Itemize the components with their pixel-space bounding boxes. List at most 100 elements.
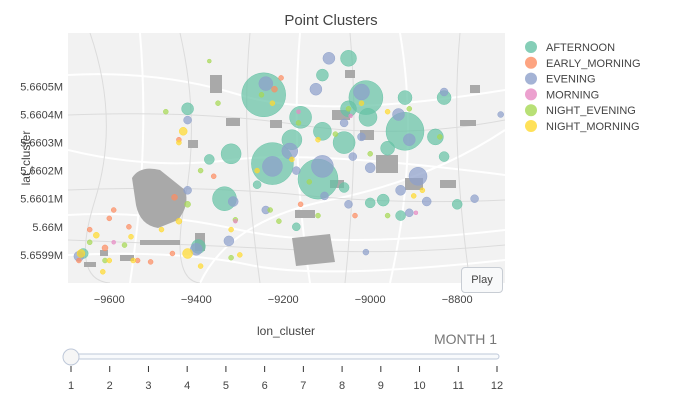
point-evening[interactable] <box>320 191 329 201</box>
point-evening[interactable] <box>421 196 432 207</box>
point-early-morning[interactable] <box>278 75 284 81</box>
point-night-evening[interactable] <box>86 239 93 246</box>
point-night-evening[interactable] <box>121 242 128 248</box>
slider-step-label[interactable]: 10 <box>413 380 425 392</box>
point-night-morning[interactable] <box>289 156 295 163</box>
legend-item[interactable]: AFTERNOON <box>525 41 615 54</box>
point-afternoon[interactable] <box>313 122 332 141</box>
point-afternoon[interactable] <box>289 106 312 129</box>
point-evening[interactable] <box>311 155 334 178</box>
point-night-morning[interactable] <box>93 231 100 239</box>
slider-rail[interactable] <box>69 353 500 360</box>
point-afternoon[interactable] <box>292 222 301 232</box>
point-afternoon[interactable] <box>438 151 450 162</box>
point-evening[interactable] <box>281 142 299 160</box>
point-early-morning[interactable] <box>86 226 93 233</box>
point-night-evening[interactable] <box>228 254 234 261</box>
point-evening[interactable] <box>364 162 376 174</box>
point-night-evening[interactable] <box>367 151 373 157</box>
point-evening[interactable] <box>439 87 449 97</box>
slider-step-label[interactable]: 8 <box>339 380 345 392</box>
slider-step-label[interactable]: 11 <box>453 380 464 392</box>
point-morning[interactable] <box>233 218 238 224</box>
point-evening[interactable] <box>395 185 406 196</box>
point-night-morning[interactable] <box>237 252 243 258</box>
point-morning[interactable] <box>111 240 116 245</box>
point-night-morning[interactable] <box>106 257 113 264</box>
point-evening[interactable] <box>470 194 479 203</box>
point-night-morning[interactable] <box>176 139 182 146</box>
point-afternoon[interactable] <box>427 128 444 146</box>
point-night-evening[interactable] <box>295 120 302 126</box>
point-afternoon[interactable] <box>338 182 350 193</box>
slider-step-label[interactable]: 9 <box>378 380 384 392</box>
slider-step-label[interactable]: 12 <box>491 380 503 392</box>
slider-step-label[interactable]: 3 <box>145 380 151 392</box>
point-night-morning[interactable] <box>158 226 165 233</box>
slider-step-label[interactable]: 6 <box>262 380 268 392</box>
point-afternoon[interactable] <box>340 50 357 67</box>
legend-item[interactable]: NIGHT_EVENING <box>525 104 636 117</box>
point-night-evening[interactable] <box>345 106 352 112</box>
point-evening[interactable] <box>183 186 192 195</box>
point-afternoon[interactable] <box>380 140 395 156</box>
point-night-evening[interactable] <box>437 134 443 140</box>
point-afternoon[interactable] <box>220 143 242 165</box>
point-afternoon[interactable] <box>397 90 413 105</box>
point-early-morning[interactable] <box>352 212 358 219</box>
legend-item[interactable]: EARLY_MORNING <box>525 56 641 70</box>
slider-step-label[interactable]: 7 <box>300 380 306 392</box>
point-night-morning[interactable] <box>358 100 365 106</box>
point-afternoon[interactable] <box>376 193 390 207</box>
point-early-morning[interactable] <box>126 224 132 230</box>
month-slider[interactable]: 1 2 3 4 5 6 7 8 9 10 11 12 <box>62 348 503 392</box>
point-night-evening[interactable] <box>184 201 191 208</box>
point-night-morning[interactable] <box>197 263 204 269</box>
point-early-morning[interactable] <box>106 215 113 222</box>
slider-step-label[interactable]: 2 <box>107 380 113 392</box>
point-evening[interactable] <box>227 196 239 207</box>
point-night-morning[interactable] <box>100 269 106 275</box>
point-early-morning[interactable] <box>76 257 82 264</box>
point-early-morning[interactable] <box>297 201 304 208</box>
point-evening[interactable] <box>405 208 414 218</box>
point-night-morning[interactable] <box>419 187 426 194</box>
point-afternoon[interactable] <box>395 210 406 221</box>
point-evening[interactable] <box>183 115 192 125</box>
slider-step-label[interactable]: 4 <box>184 380 190 392</box>
point-afternoon[interactable] <box>358 108 378 127</box>
point-morning[interactable] <box>296 109 301 114</box>
slider-step-label[interactable]: 5 <box>223 380 229 392</box>
point-evening[interactable] <box>408 167 428 186</box>
point-early-morning[interactable] <box>169 250 176 257</box>
point-night-morning[interactable] <box>175 217 183 225</box>
point-night-morning[interactable] <box>410 193 417 199</box>
point-night-evening[interactable] <box>197 167 204 174</box>
point-night-morning[interactable] <box>315 136 321 143</box>
point-night-morning[interactable] <box>384 108 391 115</box>
point-evening[interactable] <box>353 83 370 101</box>
point-night-morning[interactable] <box>228 226 234 233</box>
point-evening[interactable] <box>392 108 405 121</box>
play-button[interactable]: Play <box>461 267 503 293</box>
point-early-morning[interactable] <box>171 194 178 201</box>
point-night-evening[interactable] <box>267 207 273 213</box>
point-night-evening[interactable] <box>207 58 212 64</box>
point-night-evening[interactable] <box>315 212 321 219</box>
point-early-morning[interactable] <box>210 173 217 180</box>
point-afternoon[interactable] <box>451 199 463 210</box>
slider-handle[interactable] <box>62 348 80 366</box>
point-night-morning[interactable] <box>269 100 276 106</box>
point-evening[interactable] <box>292 166 301 175</box>
point-evening[interactable] <box>223 235 235 247</box>
point-early-morning[interactable] <box>271 85 278 93</box>
point-night-evening[interactable] <box>163 108 169 115</box>
point-night-evening[interactable] <box>276 218 282 224</box>
legend-item[interactable]: EVENING <box>525 72 596 86</box>
point-night-morning[interactable] <box>178 127 188 136</box>
point-afternoon[interactable] <box>252 180 262 189</box>
point-afternoon[interactable] <box>316 68 329 82</box>
point-night-morning[interactable] <box>76 249 86 258</box>
point-evening[interactable] <box>348 152 358 161</box>
legend-item[interactable]: NIGHT_MORNING <box>525 120 640 133</box>
